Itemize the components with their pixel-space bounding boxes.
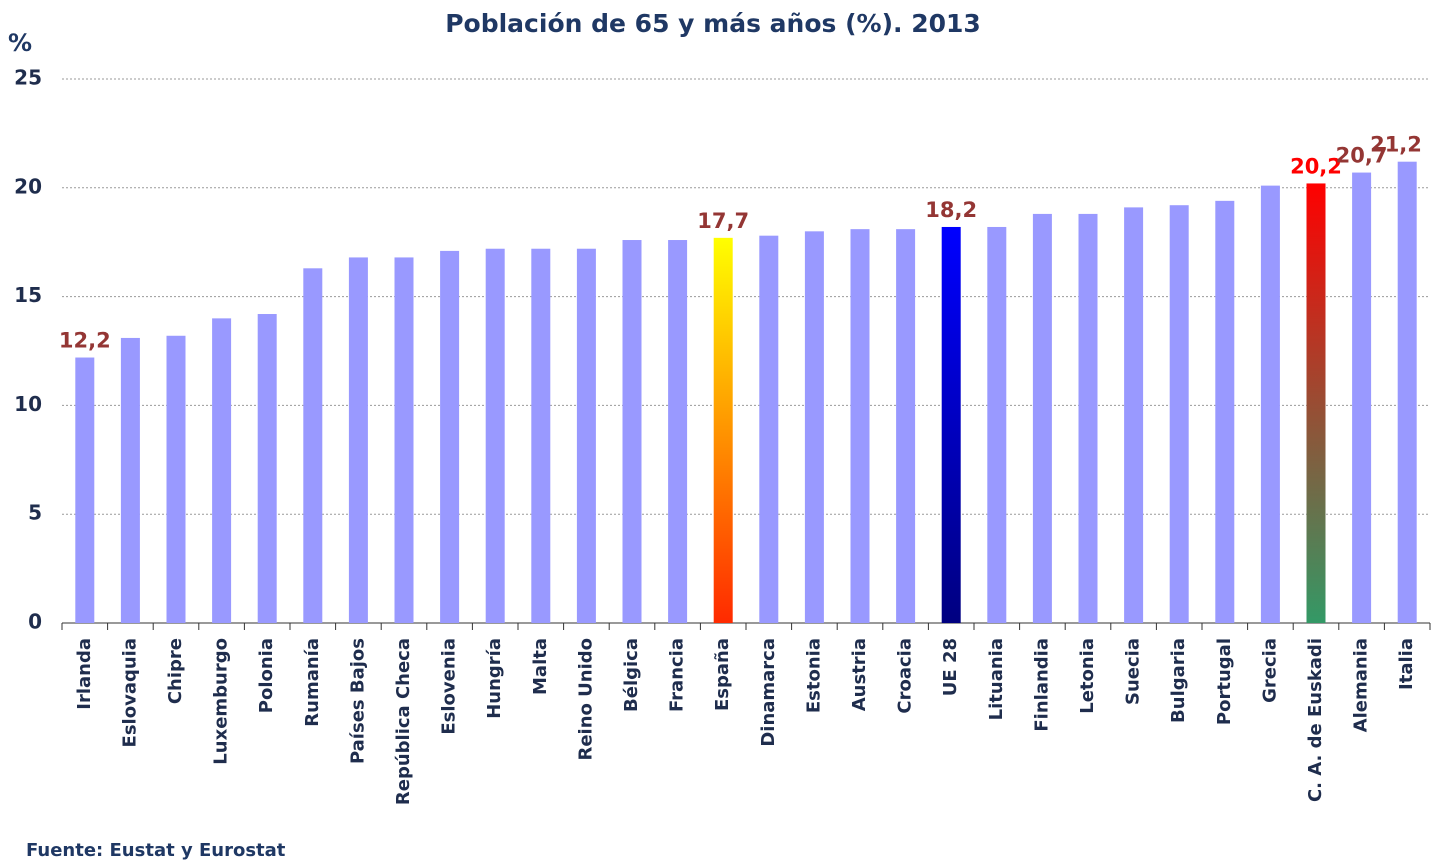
- bar: [303, 268, 323, 623]
- bar: [1260, 185, 1280, 623]
- bar: [1306, 183, 1326, 623]
- value-label: 20,2: [1290, 154, 1342, 178]
- bar: [759, 235, 779, 623]
- x-tick-label: Letonia: [1077, 638, 1098, 714]
- bar: [212, 318, 232, 623]
- x-tick-label: Suecia: [1123, 638, 1144, 705]
- value-label: 21,2: [1370, 133, 1422, 157]
- bar: [120, 337, 140, 623]
- y-tick-label: 15: [14, 283, 42, 307]
- bar: [1124, 207, 1144, 623]
- y-axis-label: %: [8, 29, 32, 57]
- x-tick-label: España: [712, 638, 733, 711]
- x-tick-label: Bulgaria: [1168, 638, 1189, 723]
- bar: [941, 226, 961, 623]
- x-tick-label: Rumanía: [302, 638, 323, 727]
- x-tick-label: Irlanda: [74, 638, 95, 710]
- x-tick-label: Polonia: [256, 638, 277, 713]
- x-tick-label: República Checa: [393, 638, 414, 805]
- bar: [804, 231, 824, 623]
- x-tick-label: UE 28: [940, 638, 961, 696]
- x-tick-label: Austria: [849, 638, 870, 711]
- value-label: 12,2: [59, 329, 111, 353]
- bar: [896, 229, 916, 624]
- x-tick-label: Finlandia: [1031, 638, 1052, 732]
- x-tick-label: Eslovenia: [439, 638, 460, 735]
- x-tick-label: Países Bajos: [347, 638, 368, 764]
- bar: [622, 240, 642, 624]
- bar: [166, 335, 186, 623]
- y-tick-label: 5: [28, 501, 42, 525]
- chart-title: Población de 65 y más años (%). 2013: [445, 9, 981, 38]
- bar: [440, 250, 460, 624]
- bar: [394, 257, 414, 623]
- bar: [1169, 205, 1189, 623]
- y-tick-label: 10: [14, 392, 42, 416]
- x-tick-label: Lituania: [986, 638, 1007, 720]
- bar: [850, 229, 870, 624]
- bar: [75, 357, 95, 623]
- x-tick-label: Luxemburgo: [211, 638, 232, 765]
- x-tick-label: Francia: [667, 638, 688, 712]
- y-tick-label: 25: [14, 66, 42, 90]
- bar: [668, 240, 688, 624]
- x-tick-label: Chipre: [165, 638, 186, 704]
- bar: [713, 237, 733, 623]
- bar: [485, 248, 505, 623]
- y-tick-label: 0: [28, 610, 42, 634]
- x-tick-label: Italia: [1396, 638, 1417, 690]
- x-tick-label: Bélgica: [621, 638, 642, 712]
- y-tick-label: 20: [14, 174, 42, 198]
- x-tick-label: Grecia: [1259, 638, 1280, 703]
- x-tick-label: Eslovaquia: [119, 638, 140, 747]
- bar: [576, 248, 596, 623]
- value-label: 17,7: [697, 209, 749, 233]
- x-tick-label: Croacia: [895, 638, 916, 714]
- value-label: 18,2: [925, 198, 977, 222]
- bar: [987, 226, 1007, 623]
- x-tick-label: Portugal: [1214, 638, 1235, 725]
- bar: [348, 257, 368, 623]
- x-tick-label: Alemania: [1351, 638, 1372, 732]
- value-label: 20,7: [1336, 144, 1388, 168]
- bar: [531, 248, 551, 623]
- bar: [1397, 161, 1417, 624]
- x-tick-label: C. A. de Euskadi: [1305, 638, 1326, 802]
- bar: [1078, 213, 1098, 624]
- x-tick-label: Reino Unido: [575, 638, 596, 761]
- source-note: Fuente: Eustat y Eurostat: [26, 840, 286, 861]
- x-tick-label: Estonia: [803, 638, 824, 713]
- bar: [1352, 172, 1372, 623]
- x-tick-label: Malta: [530, 638, 551, 695]
- x-tick-label: Dinamarca: [758, 638, 779, 747]
- x-tick-label: Hungría: [484, 638, 505, 719]
- bar: [1032, 213, 1052, 624]
- bar: [257, 314, 277, 623]
- bar: [1215, 200, 1235, 623]
